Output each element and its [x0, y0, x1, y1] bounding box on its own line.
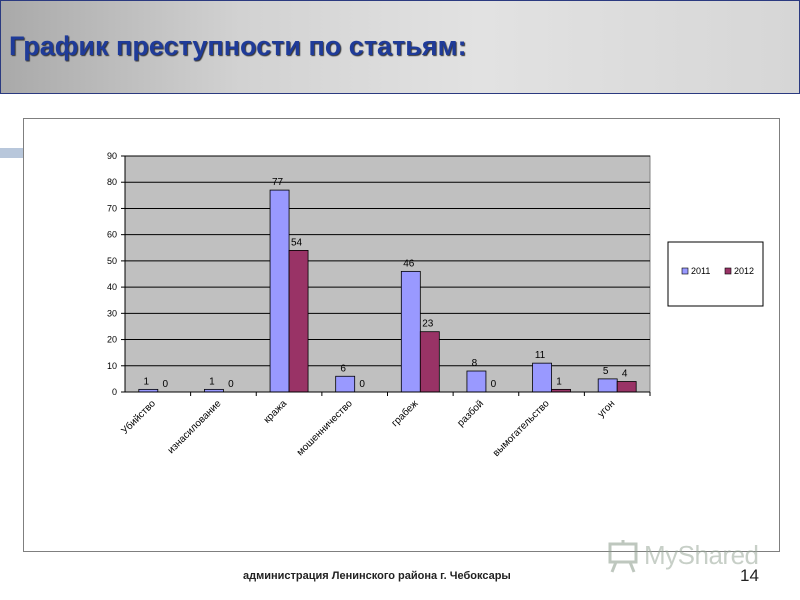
- y-tick-label: 0: [112, 387, 117, 397]
- category-label: разбой: [455, 398, 486, 429]
- legend-swatch: [681, 267, 689, 275]
- category-label: грабеж: [389, 397, 421, 429]
- slide-header: График преступности по статьям:: [0, 0, 800, 94]
- category-label: вымогательство: [491, 398, 552, 459]
- bar-2011: [400, 270, 421, 393]
- data-label: 0: [491, 379, 497, 390]
- bar-2011: [532, 362, 552, 393]
- myshared-logo: MyShared: [606, 538, 766, 574]
- legend-swatch: [724, 267, 732, 275]
- y-tick-label: 70: [107, 203, 117, 213]
- data-label: 11: [535, 350, 546, 361]
- data-label: 54: [291, 237, 303, 248]
- bar-2011: [335, 375, 356, 393]
- plot-area: [124, 155, 651, 393]
- y-tick-label: 20: [107, 335, 117, 345]
- bar-2012: [616, 381, 637, 393]
- bar-2012: [288, 249, 309, 393]
- data-label: 23: [422, 319, 434, 330]
- slide-title: График преступности по статьям:: [9, 31, 467, 61]
- data-label: 5: [603, 366, 609, 377]
- data-label: 77: [272, 177, 284, 188]
- category-label: угон: [596, 398, 618, 420]
- data-label: 8: [472, 358, 478, 369]
- logo-text: MyShared: [644, 540, 759, 570]
- footer-text: администрация Ленинского района г. Чебок…: [243, 570, 511, 582]
- bar-2011: [269, 189, 290, 393]
- y-tick-label: 90: [107, 151, 117, 161]
- data-label: 1: [556, 376, 562, 387]
- y-tick-label: 40: [107, 282, 117, 292]
- category-label: изнасилование: [166, 398, 224, 456]
- category-label: Убийство: [119, 397, 158, 436]
- legend-label: 2011: [691, 266, 710, 276]
- data-label: 4: [622, 369, 628, 380]
- data-label: 6: [340, 363, 346, 374]
- data-label: 0: [163, 379, 169, 390]
- data-label: 0: [228, 379, 234, 390]
- bar-2011: [597, 378, 618, 393]
- page-number: 14: [740, 566, 759, 585]
- legend-label: 2012: [734, 266, 754, 276]
- category-label: мошенничество: [295, 398, 355, 458]
- data-label: 46: [403, 258, 415, 269]
- y-tick-label: 60: [107, 230, 117, 240]
- bar-2011: [466, 370, 487, 393]
- decorative-bar: [0, 148, 24, 158]
- category-label: кража: [262, 398, 290, 426]
- data-label: 1: [209, 376, 215, 387]
- legend: 2011 2012: [667, 241, 764, 307]
- y-tick-label: 50: [107, 256, 117, 266]
- presentation-board-icon: [608, 540, 638, 573]
- data-label: 1: [144, 376, 150, 387]
- bar-2012: [419, 331, 440, 393]
- chart-panel: 1 0 1 0 77 54 6 0 46 23 8 0 11 1 5 4 0 10 20 30 40 50 60 70 80 9…: [23, 118, 780, 552]
- data-label: 0: [359, 379, 365, 390]
- y-tick-label: 80: [107, 177, 117, 187]
- bars: [138, 189, 637, 393]
- y-tick-label: 10: [107, 361, 117, 371]
- y-tick-label: 30: [107, 308, 117, 318]
